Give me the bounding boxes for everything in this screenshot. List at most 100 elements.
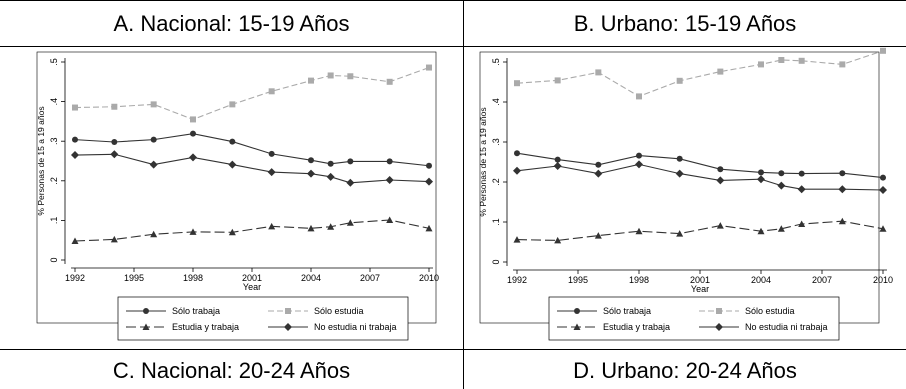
chart-a-series-3-point bbox=[307, 169, 315, 178]
chart-a-series-line-1 bbox=[74, 67, 430, 121]
chart-a-series-2-point bbox=[150, 230, 158, 238]
chart-a-series-1-point bbox=[426, 64, 432, 71]
chart-a-series-0-point bbox=[190, 130, 196, 137]
chart-a-y-tick-label: .1 bbox=[49, 217, 59, 225]
chart-a-series-0-point bbox=[347, 158, 354, 165]
chart-a-legend-label: Sólo estudia bbox=[314, 306, 364, 316]
chart-b-series-2-point bbox=[635, 227, 643, 235]
chart-a-series-2-point bbox=[110, 235, 118, 243]
chart-b-legend-swatch-marker bbox=[573, 323, 581, 330]
chart-b-series-3-point bbox=[594, 169, 603, 178]
chart-a-series-2-point bbox=[228, 228, 236, 236]
chart-a-series-2-point bbox=[189, 228, 197, 235]
chart-a-series-line-2 bbox=[74, 219, 430, 242]
chart-a-x-tick-label: 2007 bbox=[360, 273, 380, 283]
chart-a-legend-swatch-marker bbox=[143, 308, 149, 314]
chart-a-series-2-point bbox=[346, 219, 354, 226]
chart-b-x-axis-title: Year bbox=[691, 284, 709, 294]
chart-a-y-tick-label: .2 bbox=[49, 177, 59, 185]
chart-b-series-0-point bbox=[798, 170, 805, 177]
chart-a-series-3-point bbox=[385, 176, 394, 185]
chart-b-series-3-point bbox=[635, 160, 643, 169]
chart-b-series-2-point bbox=[554, 236, 562, 244]
chart-a-series-0-point bbox=[327, 160, 334, 167]
chart-b-y-tick-label: .4 bbox=[491, 98, 501, 106]
chart-b-y-tick-label: .2 bbox=[491, 178, 501, 186]
chart-b-series-2-point bbox=[513, 236, 521, 243]
chart-b-series-2-point bbox=[777, 225, 785, 232]
chart-a-y-axis-title: % Personas de 15 a 19 años bbox=[36, 106, 46, 215]
chart-a-series-0-point bbox=[426, 162, 432, 169]
chart-b-series-0-point bbox=[595, 161, 602, 168]
chart-a-x-tick-label: 2010 bbox=[419, 273, 439, 283]
chart-b-series-1-point bbox=[595, 69, 602, 76]
chart-b-series-0-point bbox=[676, 155, 683, 162]
chart-a-x-tick-label: 1992 bbox=[65, 273, 85, 283]
header-d: D. Urbano: 20-24 Años bbox=[573, 358, 797, 383]
chart-b-legend-swatch-marker bbox=[716, 308, 722, 314]
chart-b-y-tick-label: .1 bbox=[491, 218, 501, 226]
chart-a-series-line-0 bbox=[74, 133, 430, 167]
chart-a-y-tick-label: 0 bbox=[49, 257, 59, 262]
chart-a-series-0-point bbox=[308, 157, 314, 164]
chart-b-series-1-point bbox=[554, 77, 561, 84]
chart-a-series-2-point bbox=[386, 216, 394, 224]
chart-b-series-1-point bbox=[717, 68, 724, 75]
chart-a-series-1-point bbox=[268, 88, 275, 95]
chart-a-series-1-point bbox=[150, 101, 157, 108]
chart-a-series-3-point bbox=[110, 150, 119, 159]
chart-b-legend-swatch-marker bbox=[574, 308, 580, 314]
chart-a-series-2-point bbox=[327, 223, 335, 230]
chart-b-series-3-point bbox=[838, 185, 847, 194]
chart-a-legend-swatch-marker bbox=[142, 323, 150, 330]
chart-b-series-3-point bbox=[716, 176, 725, 185]
chart-b-x-tick-label: 1992 bbox=[507, 275, 527, 285]
chart-a-series-0-point bbox=[150, 136, 157, 143]
chart-a-series-0-point bbox=[386, 158, 393, 165]
chart-a-series-1-point bbox=[347, 73, 354, 80]
chart-b-legend-swatch-marker bbox=[715, 323, 723, 331]
chart-b-series-3-point bbox=[879, 186, 887, 194]
chart-b-y-tick-label: 0 bbox=[491, 259, 501, 264]
chart-b-x-tick-label: 2010 bbox=[873, 275, 893, 285]
chart-a-series-1-point bbox=[72, 104, 78, 111]
chart-b-series-0-point bbox=[717, 166, 724, 173]
chart-a-series-3-point bbox=[71, 151, 79, 160]
header-a: A. Nacional: 15-19 Años bbox=[113, 11, 350, 36]
header-b: B. Urbano: 15-19 Años bbox=[573, 11, 797, 36]
chart-a-series-0-point bbox=[229, 138, 236, 145]
chart-a-x-tick-label: 2001 bbox=[242, 273, 262, 283]
chart-a-legend-swatch-marker bbox=[284, 323, 292, 331]
chart-a-x-tick-label: 2004 bbox=[301, 273, 321, 283]
chart-a-series-3-point bbox=[346, 178, 355, 187]
chart-b-legend-label: No estudia ni trabaja bbox=[745, 322, 828, 332]
chart-a-series-0-point bbox=[111, 138, 118, 145]
chart-b-series-3-point bbox=[797, 185, 806, 194]
chart-b-series-0-point bbox=[880, 174, 886, 181]
chart-a-series-1-point bbox=[190, 116, 196, 123]
chart-b-series-3-point bbox=[513, 166, 521, 175]
chart-a-x-axis-title: Year bbox=[243, 282, 261, 292]
table-row-divider bbox=[0, 349, 906, 350]
chart-b-series-line-1 bbox=[516, 50, 884, 98]
chart-b-x-tick-label: 2004 bbox=[751, 275, 771, 285]
chart-a-series-3-point bbox=[149, 160, 158, 169]
table-column-divider bbox=[463, 0, 464, 389]
chart-b-series-1-point bbox=[636, 93, 642, 100]
chart-b-series-3-point bbox=[553, 162, 562, 170]
chart-a-series-2-point bbox=[307, 224, 315, 232]
chart-a-series-0-point bbox=[268, 150, 275, 157]
chart-a-series-2-point bbox=[425, 224, 433, 232]
header-c: C. Nacional: 20-24 Años bbox=[112, 358, 351, 383]
chart-b-series-3-point bbox=[757, 175, 765, 184]
chart-a-legend-label: Sólo trabaja bbox=[172, 306, 220, 316]
chart-b-series-1-point bbox=[839, 61, 846, 68]
chart-b-series-0-point bbox=[636, 152, 642, 159]
chart-a-legend-label: No estudia ni trabaja bbox=[314, 322, 397, 332]
chart-a-series-line-3 bbox=[74, 153, 430, 184]
chart-b-series-0-point bbox=[778, 170, 785, 177]
chart-a-y-tick-label: .3 bbox=[49, 137, 59, 145]
chart-a-series-3-point bbox=[267, 168, 276, 177]
chart-b-legend-label: Estudia y trabaja bbox=[603, 322, 670, 332]
